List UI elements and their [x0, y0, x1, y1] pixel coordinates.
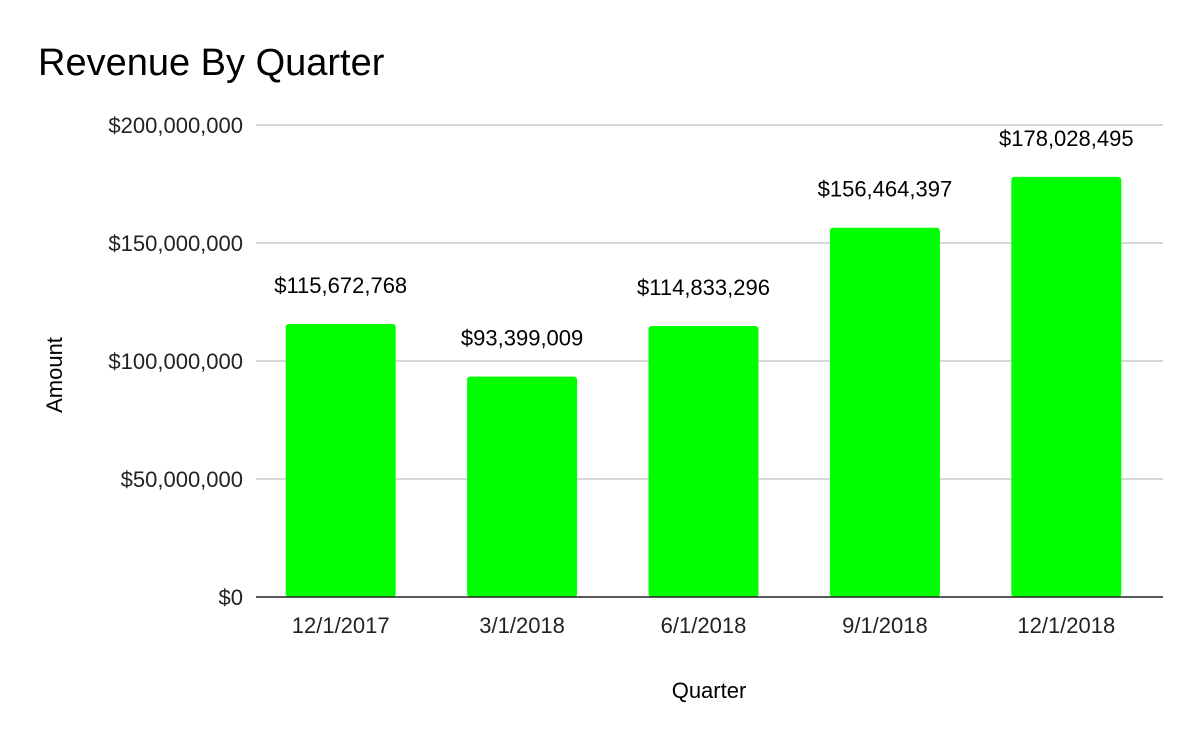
bar-9-1-2018 [829, 227, 940, 597]
x-tick-label: 9/1/2018 [842, 613, 928, 638]
bar-12-1-2018 [1011, 176, 1122, 597]
y-tick-label: $0 [219, 585, 243, 610]
data-label: $178,028,495 [999, 126, 1134, 151]
data-label: $115,672,768 [274, 273, 407, 298]
y-tick-label: $200,000,000 [108, 113, 243, 138]
x-tick-label: 6/1/2018 [661, 613, 747, 638]
chart-title: Revenue By Quarter [38, 42, 385, 84]
x-tick-label: 12/1/2017 [292, 613, 390, 638]
x-axis-ticks: 12/1/2017 3/1/2018 6/1/2018 9/1/2018 12/1/20… [292, 613, 1115, 638]
y-axis-title: Amount [42, 337, 67, 413]
y-tick-label: $100,000,000 [108, 349, 243, 374]
bar-3-1-2018 [467, 376, 578, 597]
data-label: $93,399,009 [461, 326, 583, 351]
y-axis-ticks: $0 $50,000,000 $100,000,000 $150,000,000 $20… [108, 113, 243, 610]
bar-6-1-2018 [648, 325, 759, 597]
data-label: $114,833,296 [637, 275, 770, 300]
y-tick-label: $50,000,000 [121, 467, 243, 492]
x-tick-label: 12/1/2018 [1017, 613, 1115, 638]
y-tick-label: $150,000,000 [108, 231, 243, 256]
data-labels: $115,672,768 $93,399,009 $114,833,296 $156,… [274, 126, 1133, 351]
x-axis-title: Quarter [672, 678, 747, 703]
x-tick-label: 3/1/2018 [479, 613, 565, 638]
bars [285, 176, 1122, 597]
data-label: $156,464,397 [818, 177, 953, 202]
bar-12-1-2017 [285, 324, 396, 597]
